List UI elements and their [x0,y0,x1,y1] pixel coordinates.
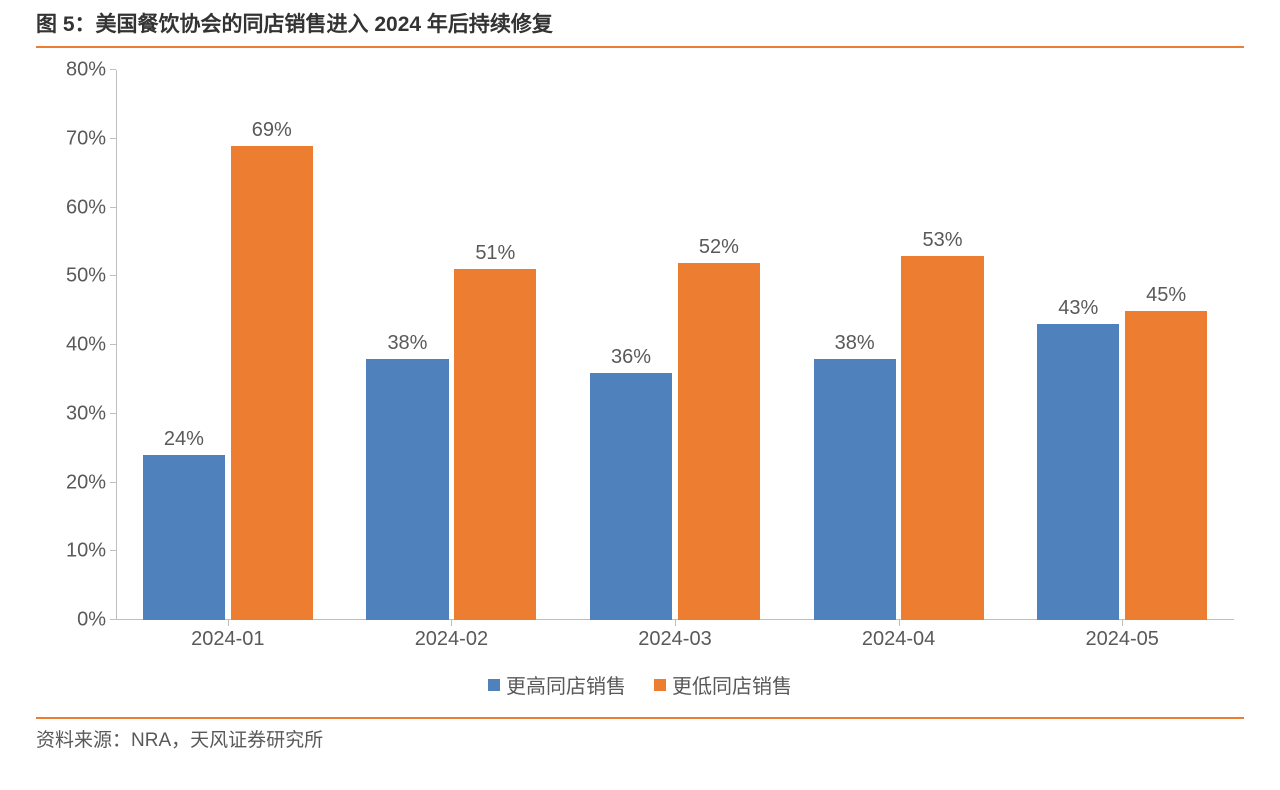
y-axis: 0%10%20%30%40%50%60%70%80% [36,70,116,620]
bar-value-label: 53% [901,229,983,252]
bar-value-label: 43% [1037,297,1119,320]
bar [814,359,896,620]
bar-value-label: 51% [454,242,536,265]
bar-value-label: 24% [143,428,225,451]
x-tick-mark [451,620,452,626]
bar [678,263,760,621]
legend-label: 更低同店销售 [672,670,792,699]
bar [231,146,313,620]
legend-item: 更低同店销售 [654,670,792,699]
x-tick-label: 2024-02 [415,628,488,651]
bar-value-label: 38% [814,332,896,355]
y-tick-label: 40% [66,334,106,357]
bar [143,455,225,620]
bar [1125,311,1207,620]
bar-chart: 0% 10% 20% 30% 40% 50% 60% 70% 80% 24% 69% 38% 51% 3… [36,60,1244,660]
legend-swatch [488,679,500,691]
bar [1037,324,1119,620]
source-text: 资料来源：NRA，天风证券研究所 [0,719,1280,752]
x-tick-mark [1122,620,1123,626]
y-tick-label: 0% [77,609,106,632]
bar-value-label: 45% [1125,284,1207,307]
x-axis-labels: 2024-01 2024-02 2024-03 2024-04 2024-05 [116,620,1234,660]
legend: 更高同店销售 更低同店销售 [36,670,1244,699]
plot-area: 24% 69% 38% 51% 36% 52% 38% 53% 43% 45% [116,70,1234,620]
bar-value-label: 69% [231,119,313,142]
legend-swatch [654,679,666,691]
y-tick-label: 10% [66,540,106,563]
legend-item: 更高同店销售 [488,670,626,699]
y-tick-label: 30% [66,402,106,425]
bar [454,269,536,620]
y-tick-label: 70% [66,127,106,150]
x-tick-mark [675,620,676,626]
bar-value-label: 52% [678,236,760,259]
figure-title: 图 5：美国餐饮协会的同店销售进入 2024 年后持续修复 [0,0,1280,46]
x-tick-mark [899,620,900,626]
y-tick-label: 50% [66,265,106,288]
x-tick-label: 2024-01 [191,628,264,651]
y-tick-label: 60% [66,196,106,219]
bar [366,359,448,620]
bars-layer: 24% 69% 38% 51% 36% 52% 38% 53% 43% 45% [116,70,1234,620]
x-tick-label: 2024-03 [638,628,711,651]
bar-value-label: 36% [590,346,672,369]
y-tick-label: 20% [66,471,106,494]
bar [901,256,983,620]
x-tick-label: 2024-05 [1085,628,1158,651]
x-tick-mark [228,620,229,626]
x-tick-label: 2024-04 [862,628,935,651]
bar-value-label: 38% [366,332,448,355]
y-tick-label: 80% [66,59,106,82]
bar [590,373,672,621]
legend-label: 更高同店销售 [506,670,626,699]
title-rule [36,46,1244,48]
